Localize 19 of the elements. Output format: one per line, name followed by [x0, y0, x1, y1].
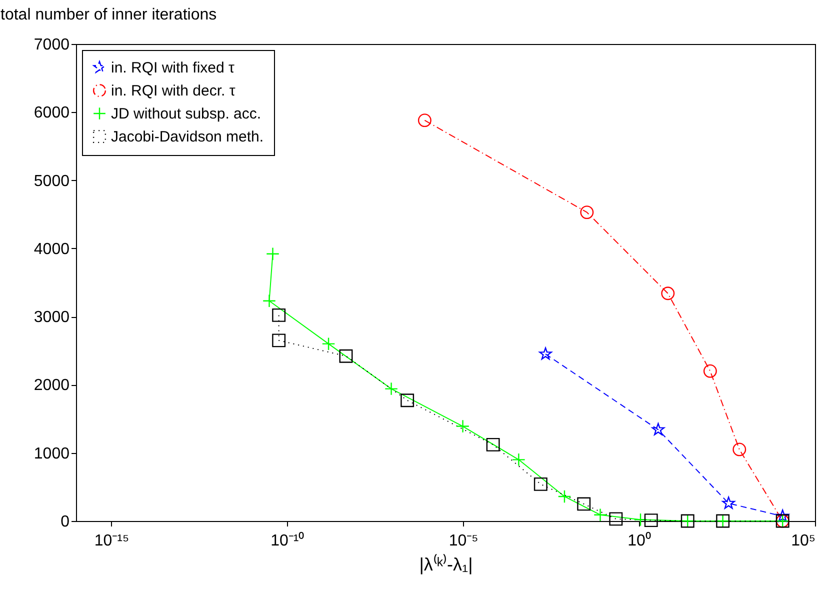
y-tick-label: 2000 [34, 377, 70, 394]
x-tick-label: 10⁰ [628, 532, 652, 550]
y-tick-label: 4000 [34, 240, 70, 258]
legend-label: in. RQI with fixed τ [111, 60, 235, 76]
y-tick-label: 0 [60, 514, 70, 530]
x-tick-label: 10⁻⁵ [448, 532, 478, 550]
y-axis-title: total number of inner iterations [0, 6, 217, 24]
y-tick-label: 1000 [34, 445, 70, 462]
y-tick-label: 3000 [34, 309, 70, 326]
legend-label: JD without subsp. acc. [111, 106, 262, 122]
y-tick-label: 7000 [34, 36, 70, 54]
x-tick-label: 10⁻¹⁰ [270, 532, 305, 550]
y-tick-label: 6000 [34, 104, 70, 122]
x-axis-title: |λ⁽ᵏ⁾-λ₁| [419, 554, 473, 574]
x-tick-label: 10⁻¹⁵ [94, 532, 130, 550]
legend-label: in. RQI with decr. τ [111, 82, 236, 100]
x-tick-label: 10⁵ [791, 532, 816, 550]
legend-label: Jacobi-Davidson meth. [111, 128, 264, 146]
y-tick-label: 5000 [34, 172, 70, 190]
